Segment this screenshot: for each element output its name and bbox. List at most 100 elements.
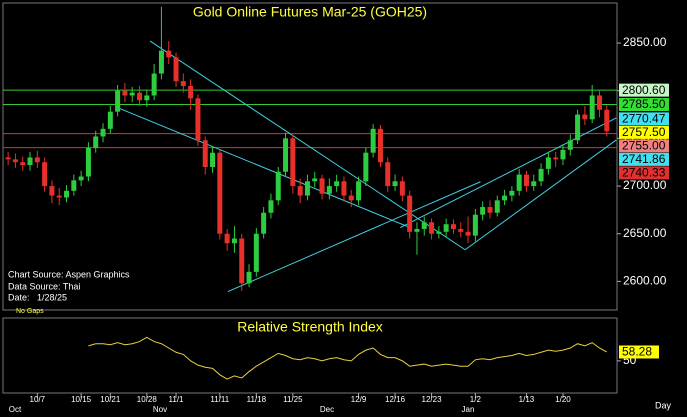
candle-body xyxy=(290,138,296,187)
candle-body xyxy=(246,271,252,284)
period-label: Day xyxy=(655,400,672,410)
level-label-box xyxy=(619,139,669,153)
source-note: Date: 1/28/25 xyxy=(8,292,67,302)
candle-body xyxy=(210,152,216,167)
x-tick-label: 11/18 xyxy=(247,395,267,404)
candle-body xyxy=(34,157,40,163)
candle-body xyxy=(538,168,544,182)
trendline xyxy=(399,117,617,229)
candle-body xyxy=(122,90,128,96)
level-label-box xyxy=(619,98,669,112)
candle-body xyxy=(443,224,449,232)
level-label-box xyxy=(619,125,669,139)
level-label: 2800.60 xyxy=(622,83,666,97)
candle-body xyxy=(509,190,515,196)
rsi-value-label: 58.28 xyxy=(622,345,652,359)
candle-body xyxy=(596,95,602,110)
y-tick-label: 2850.00 xyxy=(623,35,667,49)
candle-body xyxy=(363,152,369,182)
candle-body xyxy=(465,231,471,236)
x-tick-label: 11/1 xyxy=(169,395,185,404)
candle-body xyxy=(494,200,500,213)
level-label: 2755.00 xyxy=(622,139,666,153)
candle-body xyxy=(20,162,26,166)
source-note: Data Source: Thai xyxy=(8,281,80,291)
candle-body xyxy=(392,181,398,187)
month-label: Jan xyxy=(462,405,475,414)
candle-body xyxy=(450,224,456,229)
x-tick-label: 1/13 xyxy=(519,395,535,404)
candle-body xyxy=(253,233,259,272)
candle-body xyxy=(312,178,318,182)
candle-body xyxy=(78,176,84,181)
level-label-box xyxy=(619,166,669,180)
candle-body xyxy=(49,186,55,196)
candle-body xyxy=(144,95,150,101)
candle-body xyxy=(217,152,223,234)
candle-body xyxy=(480,207,486,215)
level-label: 2741.86 xyxy=(622,152,666,166)
rsi-title: Relative Strength Index xyxy=(237,319,383,335)
candle-body xyxy=(531,181,537,187)
candle-body xyxy=(356,181,362,201)
candle-body xyxy=(283,138,289,172)
gap-note: No Gaps xyxy=(16,308,44,315)
x-tick-label: 12/9 xyxy=(351,395,367,404)
x-tick-label: 12/16 xyxy=(385,395,406,404)
level-label-box xyxy=(619,112,669,126)
level-label: 2785.50 xyxy=(622,97,666,111)
candle-body xyxy=(429,222,435,234)
candle-body xyxy=(523,174,529,187)
candle-body xyxy=(100,128,106,137)
candle-body xyxy=(553,157,559,160)
x-tick-label: 1/2 xyxy=(470,395,482,404)
candle-body xyxy=(239,238,245,284)
candle-body xyxy=(12,159,18,163)
y-tick-label: 2600.00 xyxy=(623,274,667,288)
candle-body xyxy=(180,81,186,86)
candle-body xyxy=(348,195,354,201)
candle-body xyxy=(326,186,332,194)
candle-body xyxy=(341,181,347,196)
candle-body xyxy=(487,207,493,213)
candle-body xyxy=(166,50,172,58)
y-tick-label: 2650.00 xyxy=(623,226,667,240)
candle-body xyxy=(231,238,237,244)
candle-body xyxy=(275,171,281,201)
month-label: Oct xyxy=(9,405,22,414)
x-tick-label: 12/23 xyxy=(422,395,443,404)
candle-body xyxy=(589,95,595,120)
candle-body xyxy=(567,140,573,150)
x-tick-label: 10/7 xyxy=(30,395,46,404)
candle-body xyxy=(93,136,99,148)
candle-body xyxy=(575,114,581,141)
level-label: 2770.47 xyxy=(622,112,666,126)
trendline xyxy=(227,181,481,293)
x-tick-label: 10/28 xyxy=(137,395,158,404)
candle-body xyxy=(158,50,164,74)
month-label: Nov xyxy=(153,405,167,414)
candle-body xyxy=(268,200,274,213)
month-label: Dec xyxy=(320,405,334,414)
candle-body xyxy=(188,85,194,99)
y-tick-label: 2700.00 xyxy=(623,178,667,192)
candle-body xyxy=(115,90,121,112)
candle-body xyxy=(385,162,391,187)
level-label-box xyxy=(619,83,669,97)
level-label-box xyxy=(619,152,669,166)
rsi-line xyxy=(88,336,608,380)
candle-body xyxy=(399,181,405,196)
trendline xyxy=(149,40,466,251)
level-label: 2757.50 xyxy=(622,125,666,139)
candle-body xyxy=(224,233,230,244)
trendline xyxy=(464,139,617,251)
x-tick-label: 1/20 xyxy=(555,395,571,404)
candle-body xyxy=(173,57,179,82)
candle-body xyxy=(319,178,325,194)
candle-body xyxy=(407,195,413,232)
level-label: 2740.33 xyxy=(622,166,666,180)
candle-body xyxy=(502,195,508,201)
candle-body xyxy=(64,190,70,198)
